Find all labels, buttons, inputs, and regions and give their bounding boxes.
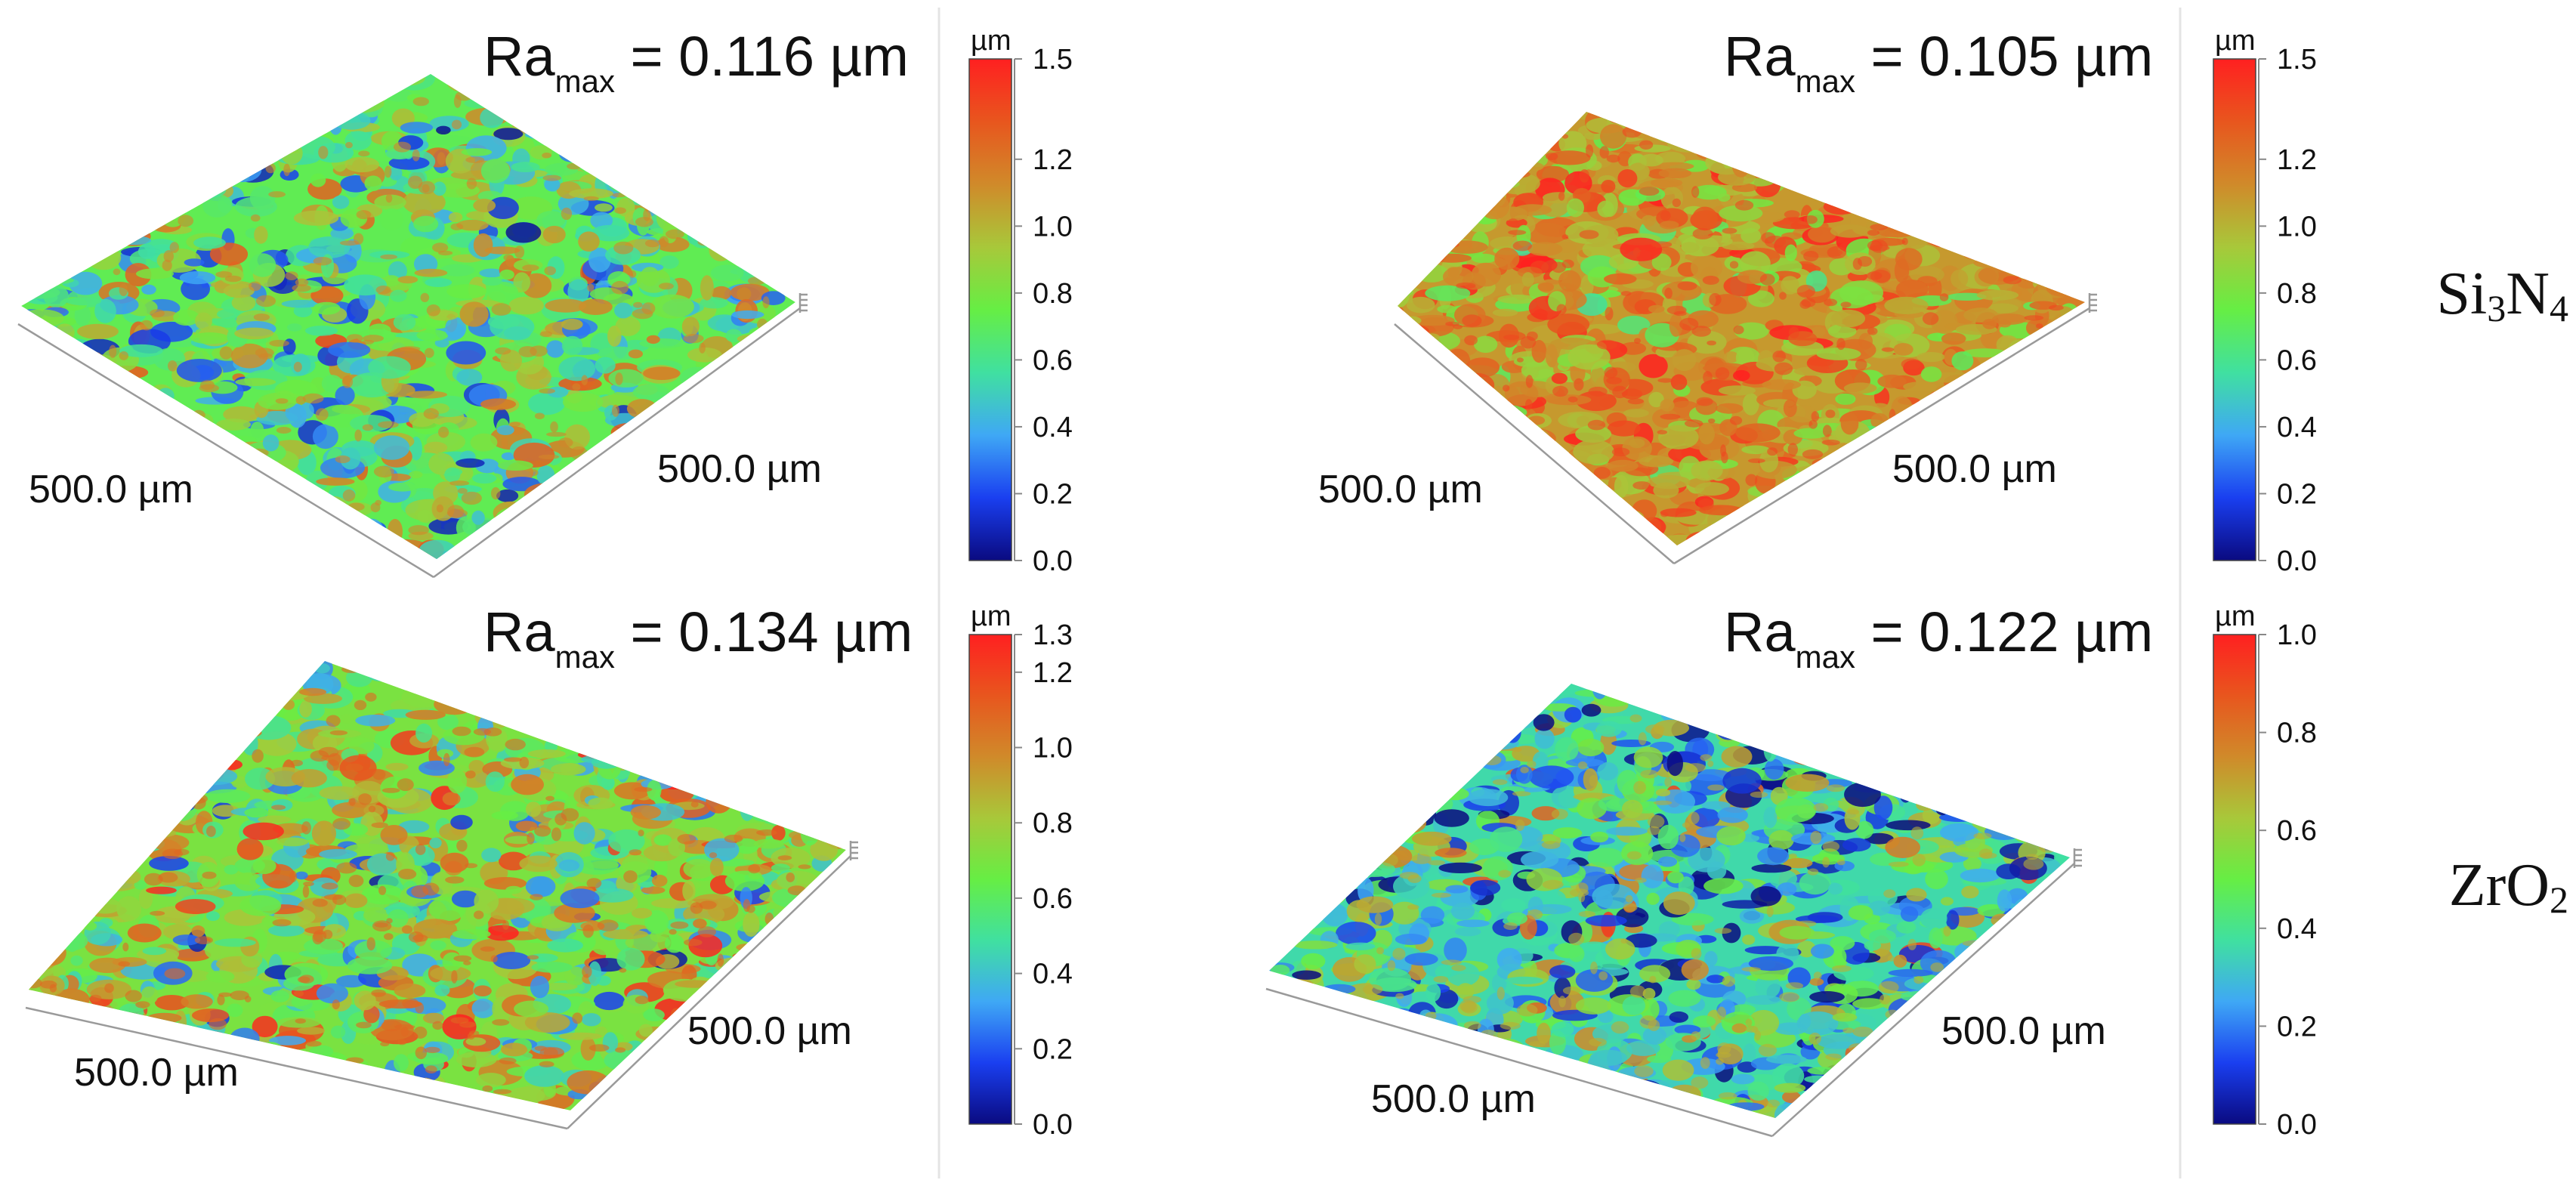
title-subscript: max (555, 63, 615, 99)
colorbar: µm 0.0 0.2 0.4 0.6 0.8 1.0 1.2 1.5 (2213, 25, 2317, 577)
colorbar-tick-label: 1.2 (1033, 144, 1073, 176)
colorbar-tick-label: 0.6 (1033, 883, 1073, 915)
x-axis-label: 500.0 µm (29, 468, 193, 511)
colorbar-tick-label: 0.6 (2277, 344, 2317, 376)
title-value: = 0.116 µm (615, 25, 909, 88)
colorbar: µm 0.0 0.2 0.4 0.6 0.8 1.0 1.2 1.5 (968, 25, 1073, 577)
title-prefix: Ra (1724, 601, 1796, 663)
colorbar-unit: µm (2215, 601, 2256, 632)
title-prefix: Ra (483, 25, 555, 88)
colorbar-tick-label: 0.2 (1033, 478, 1073, 510)
colorbar-unit: µm (971, 601, 1012, 632)
colorbar-tick-label: 0.6 (1033, 344, 1073, 376)
colorbar: µm 0.0 0.2 0.4 0.6 0.8 1.0 1.2 1.3 (968, 601, 1073, 1141)
title-value: = 0.134 µm (615, 601, 913, 663)
title-subscript: max (1796, 639, 1855, 675)
colorbar-tick-label: 0.4 (2277, 412, 2317, 443)
colorbar-tick-label: 0.8 (2277, 718, 2317, 749)
colorbar-tick-label: 0.4 (1033, 959, 1073, 990)
surface-axes (1265, 848, 2082, 1138)
colorbar-tick-label: 1.0 (1033, 211, 1073, 242)
title-value: = 0.105 µm (1855, 25, 2153, 88)
panel-title: Ramax = 0.105 µm (1724, 25, 2153, 99)
material-label: ZrO2 (2449, 852, 2568, 921)
colorbar-tick-label: 1.0 (1033, 733, 1073, 764)
colorbar-tick-label: 0.2 (2277, 1011, 2317, 1042)
panel-title: Ramax = 0.134 µm (483, 601, 913, 675)
colorbar-unit: µm (971, 25, 1012, 57)
colorbar-tick-label: 0.8 (1033, 278, 1073, 310)
x-axis-label: 500.0 µm (1318, 468, 1483, 511)
colorbar-tick-label: 1.3 (1033, 619, 1073, 651)
surface-axes (1394, 293, 2097, 565)
surface-axes (17, 293, 808, 579)
colorbar-tick-label: 1.5 (1033, 44, 1073, 76)
title-prefix: Ra (1724, 25, 1796, 88)
material-label: Si3N4 (2437, 261, 2569, 329)
colorbar-tick-label: 0.2 (2277, 478, 2317, 510)
title-value: = 0.122 µm (1855, 601, 2153, 663)
y-axis-label: 500.0 µm (1892, 447, 2057, 491)
colorbar-tick-label: 1.5 (2277, 44, 2317, 76)
colorbar-tick-label: 0.8 (2277, 278, 2317, 310)
y-axis-label: 500.0 µm (1941, 1009, 2106, 1053)
colorbar-tick-label: 1.2 (2277, 144, 2317, 176)
title-prefix: Ra (483, 601, 555, 663)
x-axis-label: 500.0 µm (74, 1051, 239, 1095)
title-subscript: max (555, 639, 615, 675)
colorbar-tick-label: 0.8 (1033, 808, 1073, 839)
colorbar-unit: µm (2215, 25, 2256, 57)
y-axis-label: 500.0 µm (657, 447, 822, 491)
title-subscript: max (1796, 63, 1855, 99)
panel-title: Ramax = 0.116 µm (483, 25, 909, 99)
colorbar-tick-label: 0.0 (2277, 1109, 2317, 1141)
colorbar-tick-label: 0.0 (2277, 545, 2317, 577)
surface-axes (25, 841, 858, 1130)
colorbar-tick-label: 0.4 (2277, 913, 2317, 945)
y-axis-label: 500.0 µm (687, 1009, 852, 1053)
colorbar-tick-label: 1.0 (2277, 211, 2317, 242)
colorbar-tick-label: 1.2 (1033, 657, 1073, 689)
colorbar-tick-label: 0.6 (2277, 815, 2317, 847)
panel-title: Ramax = 0.122 µm (1724, 601, 2153, 675)
colorbar-tick-label: 0.4 (1033, 412, 1073, 443)
colorbar: µm 0.0 0.2 0.4 0.6 0.8 1.0 (2213, 601, 2317, 1141)
colorbar-tick-label: 0.0 (1033, 545, 1073, 577)
colorbar-tick-label: 1.0 (2277, 619, 2317, 651)
colorbar-tick-label: 0.2 (1033, 1033, 1073, 1065)
x-axis-label: 500.0 µm (1371, 1077, 1536, 1121)
colorbar-tick-label: 0.0 (1033, 1109, 1073, 1141)
